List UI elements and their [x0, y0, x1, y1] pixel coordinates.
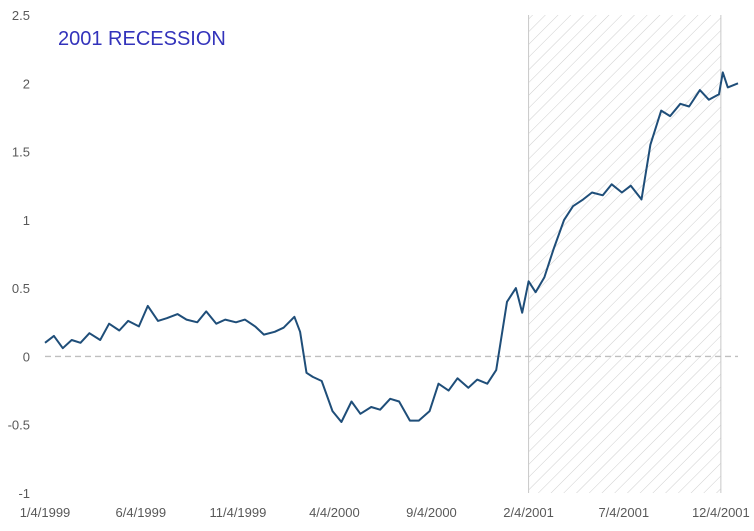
y-tick-label: -1 [18, 486, 30, 501]
x-tick-label: 11/4/1999 [209, 505, 266, 520]
y-tick-label: -0.5 [8, 418, 30, 433]
x-tick-label: 9/4/2000 [406, 505, 457, 520]
x-tick-label: 4/4/2000 [309, 505, 360, 520]
recession-shading [528, 15, 721, 493]
x-tick-label: 7/4/2001 [598, 505, 649, 520]
series-line [44, 71, 739, 423]
x-tick-label: 12/4/2001 [692, 505, 750, 520]
y-tick-label: 2 [23, 76, 30, 91]
x-tick-label: 6/4/1999 [116, 505, 167, 520]
y-tick-label: 1.5 [12, 145, 30, 160]
y-tick-label: 0.5 [12, 281, 30, 296]
y-tick-label: 0 [23, 349, 30, 364]
x-tick-label: 1/4/1999 [20, 505, 71, 520]
chart-title: 2001 RECESSION [58, 28, 226, 50]
x-tick-label: 2/4/2001 [503, 505, 554, 520]
y-tick-label: 2.5 [12, 8, 30, 23]
y-tick-label: 1 [23, 213, 30, 228]
